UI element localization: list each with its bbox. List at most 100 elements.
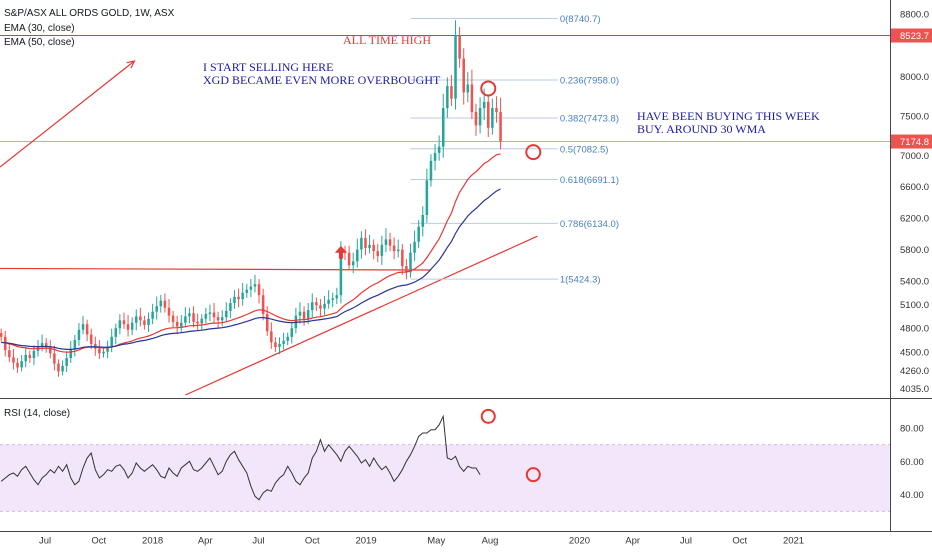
time-tick-label: May xyxy=(427,536,445,547)
fib-label: 0.5(7082.5) xyxy=(560,144,609,155)
time-tick-label: 2021 xyxy=(783,536,804,547)
candle-body xyxy=(102,351,105,354)
circle-marker xyxy=(525,144,542,161)
chart-title: S&P/ASX ALL ORDS GOLD, 1W, ASX xyxy=(4,8,175,19)
trendline xyxy=(185,235,538,396)
all-time-high-annotation: ALL TIME HIGH xyxy=(343,33,431,47)
price-tick-label: 4035.0 xyxy=(900,384,929,395)
rsi-band xyxy=(0,444,890,512)
candle-body xyxy=(478,108,482,126)
candle-body xyxy=(339,251,343,296)
candle-body xyxy=(376,251,380,256)
candle-body xyxy=(16,362,19,368)
price-tick-label: 5800.0 xyxy=(900,245,929,256)
candle-body xyxy=(0,333,3,337)
candle-body xyxy=(12,357,15,363)
candle-body xyxy=(110,336,113,348)
candle-body xyxy=(331,298,334,300)
fib-label: 0.786(6134.0) xyxy=(560,219,619,230)
candle-body xyxy=(114,328,118,337)
rsi-tick-label: 40.00 xyxy=(900,490,924,501)
fib-label: 1(5424.3) xyxy=(560,275,601,286)
ema50-legend: EMA (50, close) xyxy=(4,37,75,48)
trendline xyxy=(0,267,431,271)
candle-body xyxy=(134,316,138,323)
price-tick-label: 8800.0 xyxy=(900,9,929,20)
candle-body xyxy=(204,314,208,319)
price-tag xyxy=(891,134,932,149)
candle-body xyxy=(167,307,171,316)
candle-body xyxy=(151,311,154,319)
candle-body xyxy=(237,296,240,300)
candle-body xyxy=(417,226,420,242)
buying-annotation-line1: HAVE BEEN BUYING THIS WEEK xyxy=(637,109,820,123)
candle-body xyxy=(229,303,232,311)
candle-body xyxy=(155,306,158,312)
rsi-tick-label: 80.00 xyxy=(900,424,924,435)
candle-body xyxy=(499,112,502,142)
candle-body xyxy=(347,252,351,266)
candle-body xyxy=(245,289,249,293)
candle-body xyxy=(323,303,326,309)
candle-body xyxy=(270,331,273,343)
price-tick-label: 4500.0 xyxy=(900,347,929,358)
rsi-circle-marker xyxy=(525,467,541,483)
candle-body xyxy=(458,35,461,59)
candle-body xyxy=(429,160,433,181)
candle-body xyxy=(24,354,27,362)
candle-body xyxy=(360,237,363,250)
candle-body xyxy=(446,86,449,109)
ema30-legend: EMA (30, close) xyxy=(4,23,75,34)
price-tag xyxy=(891,28,932,43)
candle-body xyxy=(392,245,396,252)
candle-body xyxy=(32,350,36,359)
buying-annotation-line2: BUY. AROUND 30 WMA xyxy=(637,122,766,136)
fib-label: 0.236(7958.0) xyxy=(560,75,619,86)
candle-body xyxy=(274,342,277,348)
candle-body xyxy=(253,284,257,287)
candle-body xyxy=(20,361,23,368)
candle-body xyxy=(372,244,375,252)
candle-body xyxy=(61,365,64,372)
candle-body xyxy=(466,84,470,93)
selling-annotation-line1: I START SELLING HERE xyxy=(203,60,334,74)
candle-body xyxy=(482,101,486,109)
rsi-circle-marker xyxy=(480,408,496,424)
trendline xyxy=(0,60,135,168)
time-tick-label: Oct xyxy=(91,536,106,547)
candle-body xyxy=(73,339,77,350)
fib-label: 0.618(6691.1) xyxy=(560,175,619,186)
candle-body xyxy=(474,112,478,126)
candlestick-series xyxy=(0,20,502,377)
time-tick-label: Oct xyxy=(305,536,320,547)
price-tick-label: 6600.0 xyxy=(900,182,929,193)
candle-body xyxy=(405,266,408,273)
candle-body xyxy=(233,296,236,304)
candle-body xyxy=(462,58,465,93)
candle-body xyxy=(44,343,48,347)
candle-body xyxy=(278,343,281,348)
candle-body xyxy=(53,353,56,364)
candle-body xyxy=(351,261,355,266)
candle-body xyxy=(49,346,52,354)
candle-body xyxy=(495,108,498,113)
candle-body xyxy=(470,84,474,113)
candle-body xyxy=(364,237,367,249)
candle-body xyxy=(368,244,371,249)
candle-body xyxy=(200,318,204,324)
rsi-legend: RSI (14, close) xyxy=(4,408,71,419)
candle-body xyxy=(384,239,388,245)
candle-body xyxy=(425,180,429,216)
candle-body xyxy=(401,249,404,267)
time-tick-label: Aug xyxy=(482,536,499,547)
candle-body xyxy=(310,302,314,311)
candle-body xyxy=(487,101,490,128)
candle-body xyxy=(122,320,126,325)
candle-body xyxy=(421,215,425,227)
candle-body xyxy=(290,328,294,337)
candle-body xyxy=(188,313,191,317)
candle-body xyxy=(388,239,392,246)
candle-body xyxy=(175,321,179,327)
